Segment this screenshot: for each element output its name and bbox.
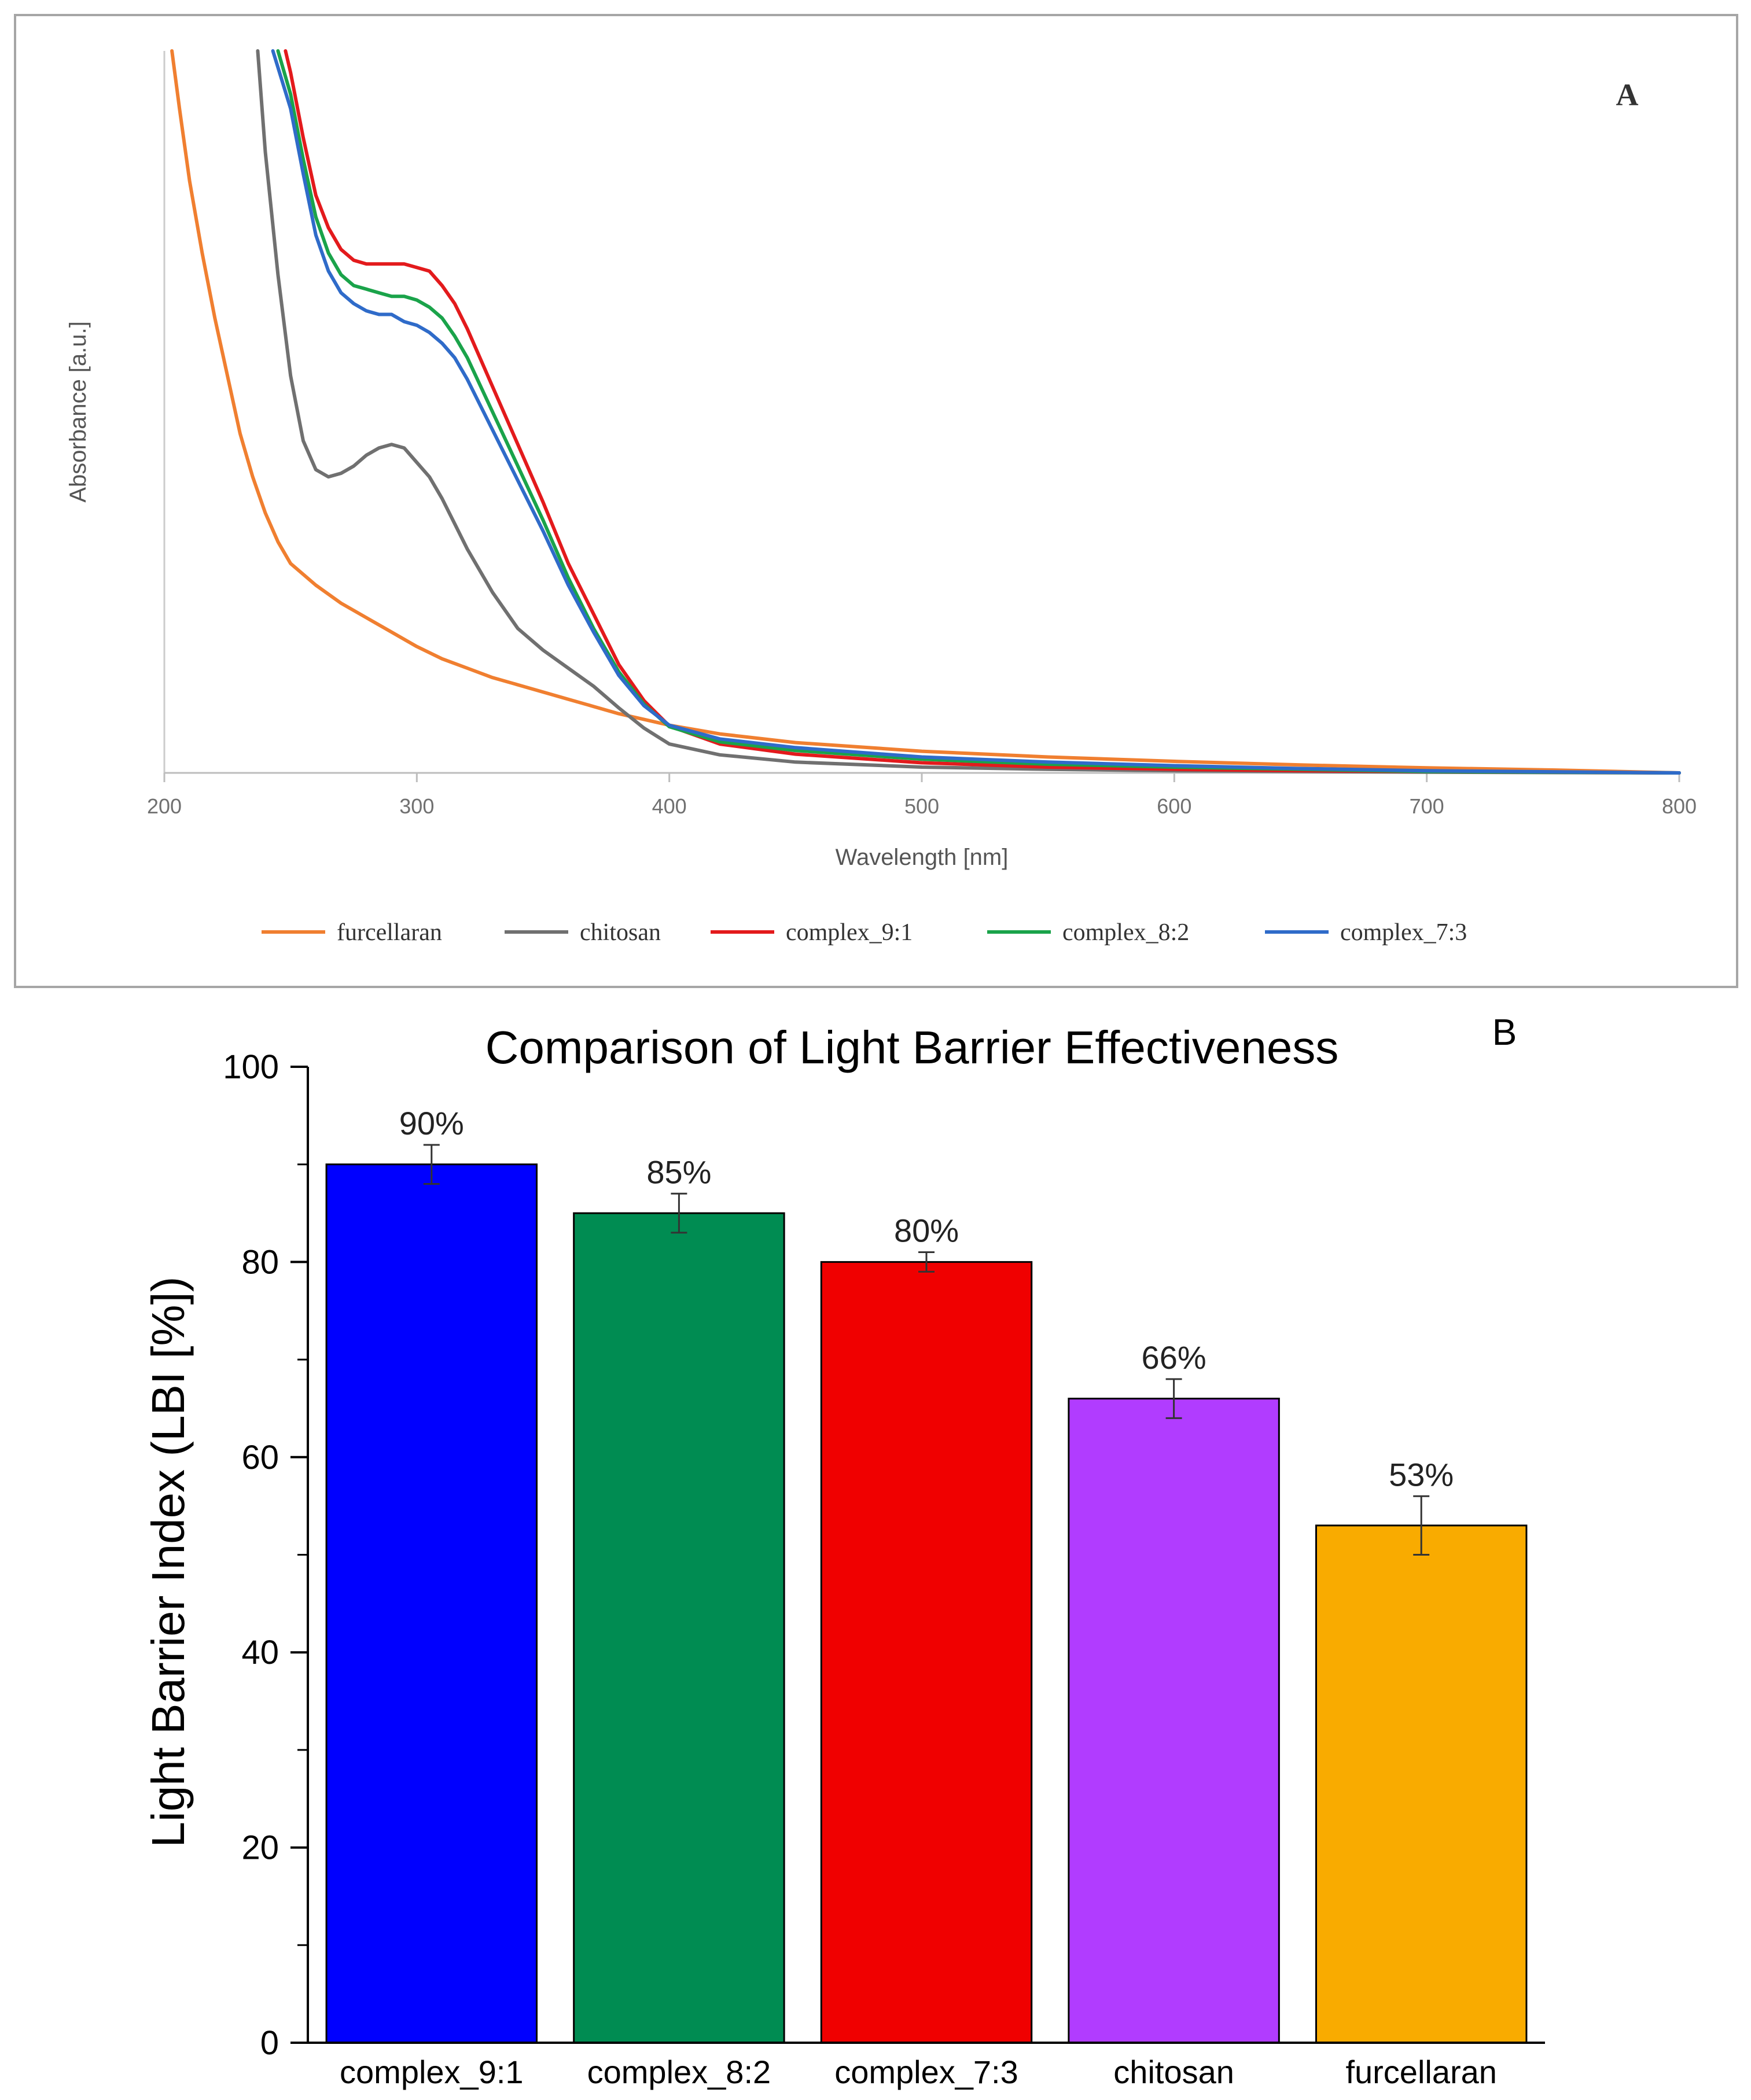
panel-b-y-tick-label: 100 (223, 1048, 279, 1086)
panel-a-x-tick-label: 700 (1410, 794, 1444, 818)
panel-b-y-tick-label: 80 (241, 1243, 279, 1281)
panel-b-y-tick-label: 20 (241, 1829, 279, 1867)
panel-a-series-line-furcellaran (170, 49, 1681, 775)
panel-a-x-tick-label: 200 (147, 794, 182, 818)
panel-a-x-tick-label: 500 (904, 794, 939, 818)
panel-a-legend-label: complex_8:2 (1062, 919, 1189, 946)
panel-a-series-line-complex_9:1 (284, 49, 1681, 775)
panel-b-bar-furcellaran (1315, 1524, 1528, 2044)
panel-b-data-label: 53% (1389, 1456, 1454, 1493)
panel-b-data-label: 80% (894, 1213, 959, 1249)
panel-b-data-label: 90% (399, 1105, 464, 1141)
panel-a-legend: furcellaran chitosan complex_9:1 complex_8:… (262, 919, 1467, 946)
panel-a-series-line-chitosan (256, 49, 1681, 775)
panel-b-bars: 90% complex_9:1 85% complex_8:2 80% complex_7… (325, 1105, 1528, 2090)
panel-b-x-tick-label: furcellaran (1345, 2054, 1496, 2090)
panel-b-title: Comparison of Light Barrier Effectivenes… (485, 1022, 1339, 1073)
panel-b-x-tick-label: complex_9:1 (340, 2054, 524, 2090)
panel-a-absorbance-chart: 200 300 400 500 600 700 800 Wavelength [nm] Ab… (14, 14, 1738, 988)
panel-a-frame (14, 14, 1738, 988)
panel-a-y-axis-title: Absorbance [a.u.] (65, 321, 91, 503)
panel-a-x-tick-label: 300 (399, 794, 434, 818)
panel-b-y-ticks: 0 20 40 60 80 100 (223, 1048, 308, 2062)
panel-a-series-line-complex_8:2 (276, 49, 1681, 775)
panel-b-bar-chart: Comparison of Light Barrier Effectivenes… (142, 1011, 1545, 2090)
panel-a-legend-label: complex_7:3 (1340, 919, 1467, 946)
panel-a-series-line-complex_7:3 (271, 49, 1681, 775)
panel-b-data-label: 85% (646, 1154, 711, 1190)
panel-a-x-axis-title: Wavelength [nm] (836, 845, 1009, 870)
panel-b-letter: B (1492, 1011, 1517, 1053)
panel-b-y-tick-label: 60 (241, 1439, 279, 1476)
panel-a-series-lines (170, 49, 1681, 775)
panel-a-x-ticks (163, 773, 1680, 782)
panel-b-bar-complex_9:1 (325, 1163, 538, 2044)
panel-b-data-label: 66% (1142, 1339, 1206, 1376)
panel-b-bar-complex_8:2 (573, 1212, 785, 2044)
panel-a-legend-label: chitosan (580, 919, 661, 946)
panel-b-x-tick-label: complex_7:3 (834, 2054, 1018, 2090)
panel-b-y-tick-label: 40 (241, 1634, 279, 1671)
panel-b-bar-complex_7:3 (820, 1261, 1033, 2044)
panel-a-legend-label: complex_9:1 (786, 919, 913, 946)
panel-a-x-tick-label: 800 (1662, 794, 1697, 818)
panel-a-letter: A (1616, 78, 1639, 112)
panel-b-bar-chitosan (1068, 1398, 1280, 2044)
panel-b-x-tick-label: chitosan (1113, 2054, 1234, 2090)
panel-a-legend-label: furcellaran (337, 919, 442, 946)
panel-a-x-tick-label: 600 (1157, 794, 1191, 818)
panel-a-x-tick-labels: 200 300 400 500 600 700 800 (147, 794, 1697, 818)
panel-a-x-tick-label: 400 (652, 794, 687, 818)
panel-b-y-tick-label: 0 (260, 2024, 279, 2062)
panel-b-y-axis-title: Light Barrier Index (LBI [%]) (142, 1276, 194, 1847)
panel-b-x-tick-label: complex_8:2 (587, 2054, 771, 2090)
